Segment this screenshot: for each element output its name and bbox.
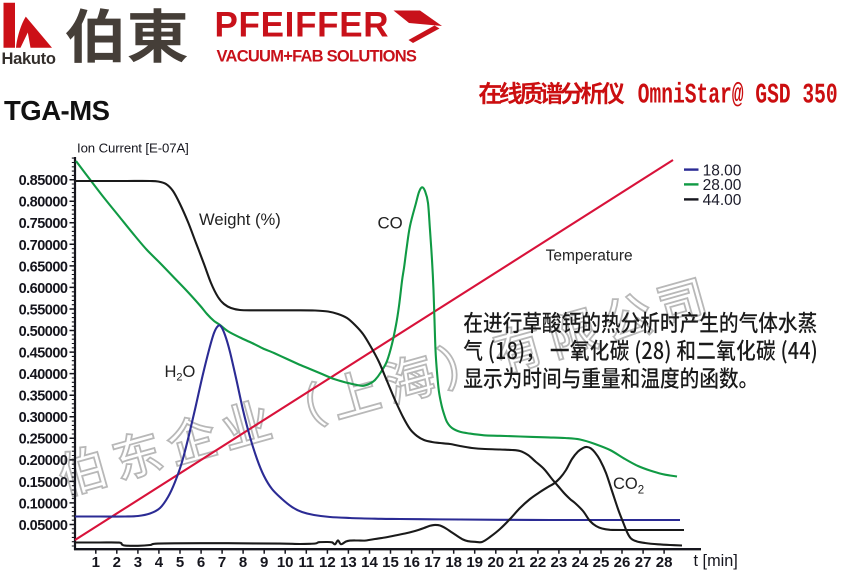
svg-text:14: 14 xyxy=(361,554,378,571)
svg-text:CO: CO xyxy=(378,214,403,233)
svg-text:1: 1 xyxy=(92,554,100,571)
svg-text:11: 11 xyxy=(298,554,314,571)
svg-text:13: 13 xyxy=(340,554,357,571)
svg-text:0.10000: 0.10000 xyxy=(19,496,68,512)
svg-text:Hakuto: Hakuto xyxy=(2,50,56,68)
svg-text:CO2: CO2 xyxy=(613,475,644,497)
svg-text:H2O: H2O xyxy=(165,363,196,383)
svg-text:5: 5 xyxy=(176,554,184,571)
svg-text:24: 24 xyxy=(572,554,589,571)
svg-text:23: 23 xyxy=(551,554,568,571)
svg-text:17: 17 xyxy=(424,554,441,571)
svg-text:0.20000: 0.20000 xyxy=(19,453,68,469)
svg-text:0.85000: 0.85000 xyxy=(19,173,68,189)
svg-text:0.60000: 0.60000 xyxy=(19,281,68,297)
svg-text:0.65000: 0.65000 xyxy=(19,259,68,275)
svg-text:0.05000: 0.05000 xyxy=(19,518,68,534)
svg-text:18: 18 xyxy=(445,554,462,571)
svg-text:44.00: 44.00 xyxy=(703,192,742,209)
svg-text:0.50000: 0.50000 xyxy=(19,324,68,340)
svg-text:0.25000: 0.25000 xyxy=(19,432,68,448)
svg-text:12: 12 xyxy=(319,554,336,571)
svg-text:Temperature: Temperature xyxy=(546,248,633,265)
svg-text:2: 2 xyxy=(113,554,121,571)
svg-text:21: 21 xyxy=(508,554,525,571)
svg-text:Weight (%): Weight (%) xyxy=(199,210,281,229)
svg-text:0.80000: 0.80000 xyxy=(19,195,68,211)
svg-text:TGA-MS: TGA-MS xyxy=(4,95,110,126)
svg-text:0.35000: 0.35000 xyxy=(19,389,68,405)
svg-text:PFEIFFER: PFEIFFER xyxy=(215,6,390,45)
svg-text:0.40000: 0.40000 xyxy=(19,367,68,383)
svg-text:20: 20 xyxy=(487,554,504,571)
svg-text:0.30000: 0.30000 xyxy=(19,410,68,426)
svg-text:28: 28 xyxy=(656,554,673,571)
svg-text:15: 15 xyxy=(382,554,399,571)
svg-text:7: 7 xyxy=(218,554,226,571)
svg-text:0.45000: 0.45000 xyxy=(19,346,68,362)
svg-text:9: 9 xyxy=(260,554,268,571)
svg-text:0.70000: 0.70000 xyxy=(19,238,68,254)
svg-text:28.00: 28.00 xyxy=(703,177,742,194)
svg-text:27: 27 xyxy=(635,554,652,571)
svg-text:16: 16 xyxy=(403,554,420,571)
svg-text:t [min]: t [min] xyxy=(694,552,738,570)
svg-text:10: 10 xyxy=(277,554,294,571)
svg-text:0.15000: 0.15000 xyxy=(19,475,68,491)
svg-text:18.00: 18.00 xyxy=(703,162,742,179)
svg-text:Ion Current [E-07A]: Ion Current [E-07A] xyxy=(77,140,189,155)
svg-text:19: 19 xyxy=(466,554,483,571)
svg-text:25: 25 xyxy=(593,554,610,571)
svg-text:4: 4 xyxy=(155,554,164,571)
svg-text:VACUUM+FAB SOLUTIONS: VACUUM+FAB SOLUTIONS xyxy=(217,48,417,66)
svg-text:26: 26 xyxy=(614,554,631,571)
svg-text:3: 3 xyxy=(134,554,142,571)
svg-text:22: 22 xyxy=(530,554,547,571)
svg-text:6: 6 xyxy=(197,554,205,571)
svg-text:0.55000: 0.55000 xyxy=(19,302,68,318)
svg-text:8: 8 xyxy=(239,554,247,571)
svg-text:0.75000: 0.75000 xyxy=(19,216,68,232)
